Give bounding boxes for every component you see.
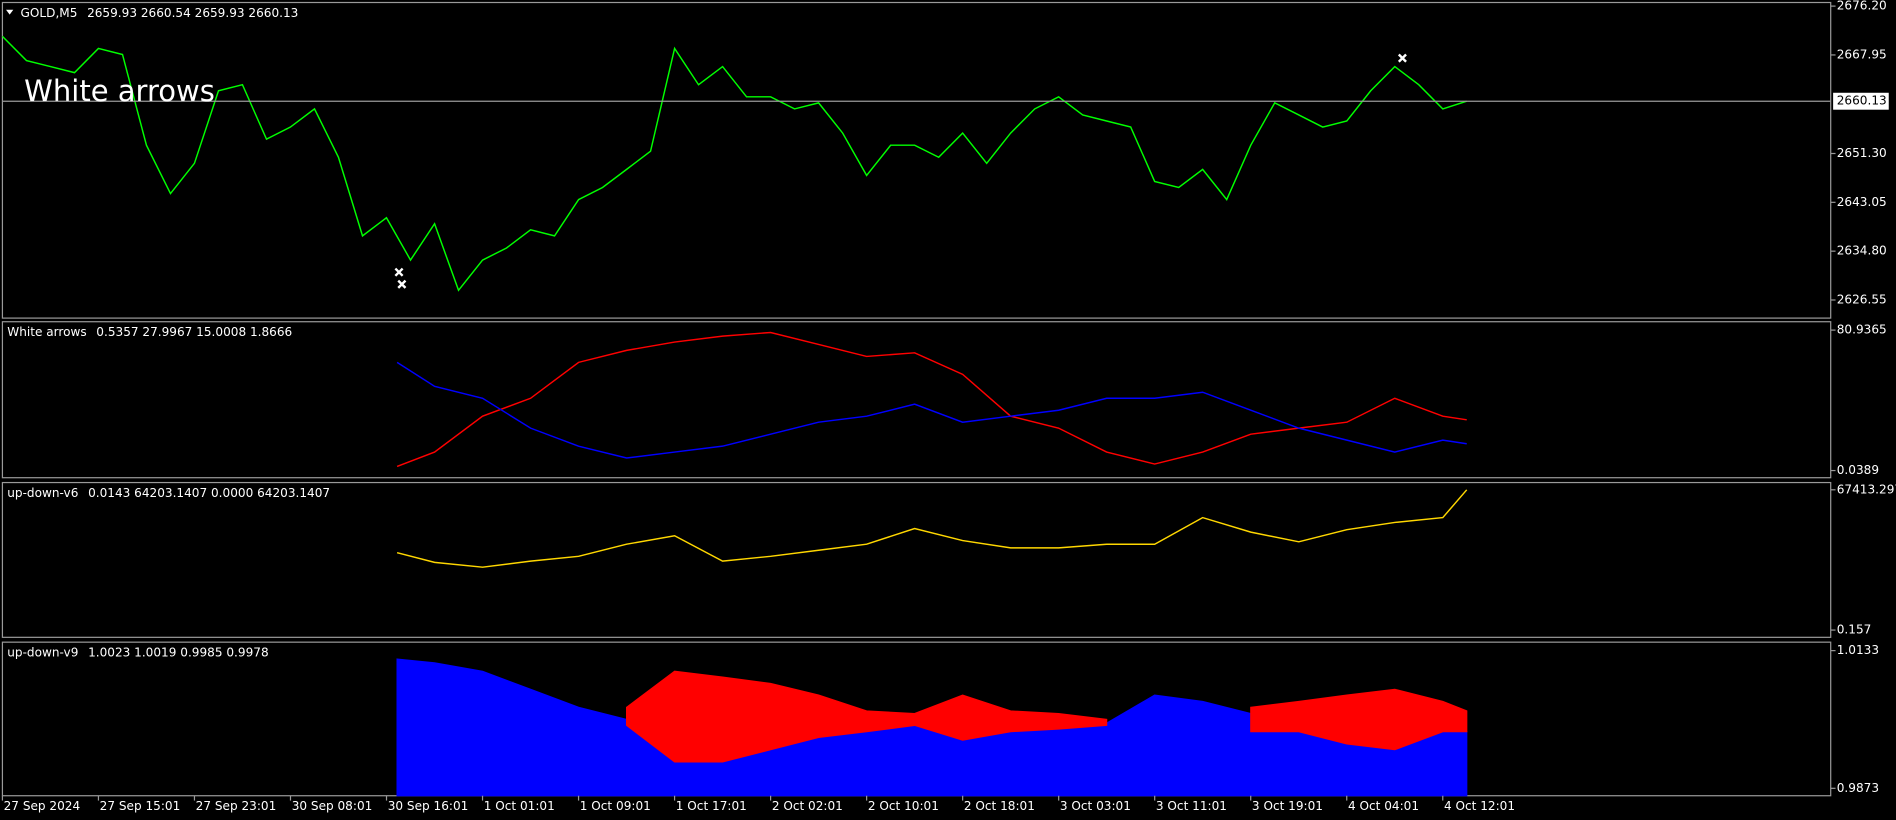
y-tick-label: 2643.05 (1837, 195, 1887, 209)
signal-arrow (394, 267, 404, 277)
x-tick-label: 1 Oct 17:01 (676, 799, 747, 813)
x-tick-label: 3 Oct 11:01 (1156, 799, 1227, 813)
x-tick-label: 27 Sep 23:01 (196, 799, 277, 813)
y-tick-label: 0.9873 (1837, 781, 1879, 795)
x-tick-label: 27 Sep 15:01 (100, 799, 181, 813)
x-tick-label: 1 Oct 01:01 (484, 799, 555, 813)
pane-title: up-down-v6 (7, 486, 78, 500)
x-tick-label: 2 Oct 02:01 (772, 799, 843, 813)
pane-values: 0.5357 27.9967 15.0008 1.8666 (96, 325, 292, 339)
signal-arrow (1397, 53, 1407, 63)
x-tick-label: 2 Oct 18:01 (964, 799, 1035, 813)
y-tick-label: 80.9365 (1837, 323, 1887, 337)
symbol-menu-icon[interactable] (6, 9, 14, 15)
pane-values: 2659.93 2660.54 2659.93 2660.13 (87, 6, 298, 20)
series-line (396, 361, 1467, 459)
pane-frame (1, 481, 1832, 638)
y-tick-label: 67413.297 (1837, 482, 1896, 496)
pane-frame (1, 1, 1832, 319)
x-tick-label: 4 Oct 12:01 (1444, 799, 1515, 813)
series-line (396, 331, 1467, 468)
x-tick-label: 1 Oct 09:01 (580, 799, 651, 813)
pane-values: 1.0023 1.0019 0.9985 0.9978 (88, 646, 269, 660)
y-tick-label: 0.0389 (1837, 463, 1879, 477)
x-tick-label: 30 Sep 16:01 (388, 799, 469, 813)
x-tick-label: 3 Oct 03:01 (1060, 799, 1131, 813)
x-tick-label: 4 Oct 04:01 (1348, 799, 1419, 813)
price-label-box (1833, 92, 1889, 110)
y-tick-label: 0.157 (1837, 623, 1872, 637)
pane-title: White arrows (7, 325, 86, 339)
y-tick-label: 2634.80 (1837, 244, 1887, 258)
y-tick-label: 2667.95 (1837, 47, 1887, 61)
pane-title: GOLD,M5 (21, 6, 78, 20)
series-line (1, 35, 1467, 292)
pane-values: 0.0143 64203.1407 0.0000 64203.1407 (88, 486, 330, 500)
series-line (396, 489, 1468, 568)
y-tick-label: 1.0133 (1837, 643, 1879, 657)
y-tick-label: 2651.30 (1837, 146, 1887, 160)
y-tick-label: 2626.55 (1837, 292, 1887, 306)
annotation: White arrows (24, 74, 215, 108)
pane-title: up-down-v9 (7, 646, 78, 660)
series-band (625, 670, 1468, 763)
x-tick-label: 2 Oct 10:01 (868, 799, 939, 813)
pane-frame (1, 321, 1832, 479)
y-tick-label: 2676.20 (1837, 0, 1887, 13)
x-tick-label: 3 Oct 19:01 (1252, 799, 1323, 813)
x-tick-label: 30 Sep 08:01 (292, 799, 373, 813)
signal-arrow (397, 279, 407, 289)
x-tick-label: 27 Sep 2024 (4, 799, 81, 813)
price-label: 2660.13 (1837, 94, 1887, 108)
